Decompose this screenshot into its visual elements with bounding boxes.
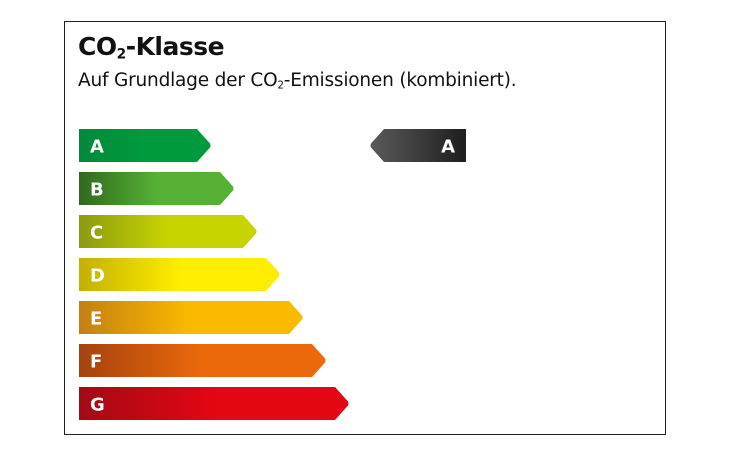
class-bar-a: A — [79, 129, 211, 162]
class-bar-c: C — [79, 215, 257, 248]
class-bar-shape — [79, 258, 280, 291]
class-bar-shape — [79, 172, 234, 205]
class-bar-f: F — [79, 344, 326, 377]
label-frame — [64, 21, 666, 435]
rating-indicator: A — [370, 129, 466, 162]
class-bar-shape — [79, 301, 303, 334]
class-bar-shape — [79, 129, 211, 162]
class-bar-b: B — [79, 172, 234, 205]
class-bar-e: E — [79, 301, 303, 334]
class-bar-label: A — [90, 137, 104, 158]
class-bar-g: G — [79, 387, 349, 420]
class-bar-d: D — [79, 258, 280, 291]
class-bar-label: E — [90, 309, 102, 330]
class-bar-label: G — [90, 395, 105, 416]
class-bar-shape — [79, 215, 257, 248]
rating-indicator-label: A — [441, 137, 455, 158]
class-bar-shape — [79, 344, 326, 377]
class-bar-label: F — [90, 352, 102, 373]
label-subtitle: Auf Grundlage der CO2-Emissionen (kombin… — [78, 70, 517, 92]
class-bar-label: D — [90, 266, 105, 287]
label-title: CO2-Klasse — [78, 32, 225, 63]
rating-indicator-shape — [370, 129, 466, 162]
class-bar-shape — [79, 387, 349, 420]
class-bar-label: B — [90, 180, 104, 201]
class-bar-label: C — [90, 223, 103, 244]
